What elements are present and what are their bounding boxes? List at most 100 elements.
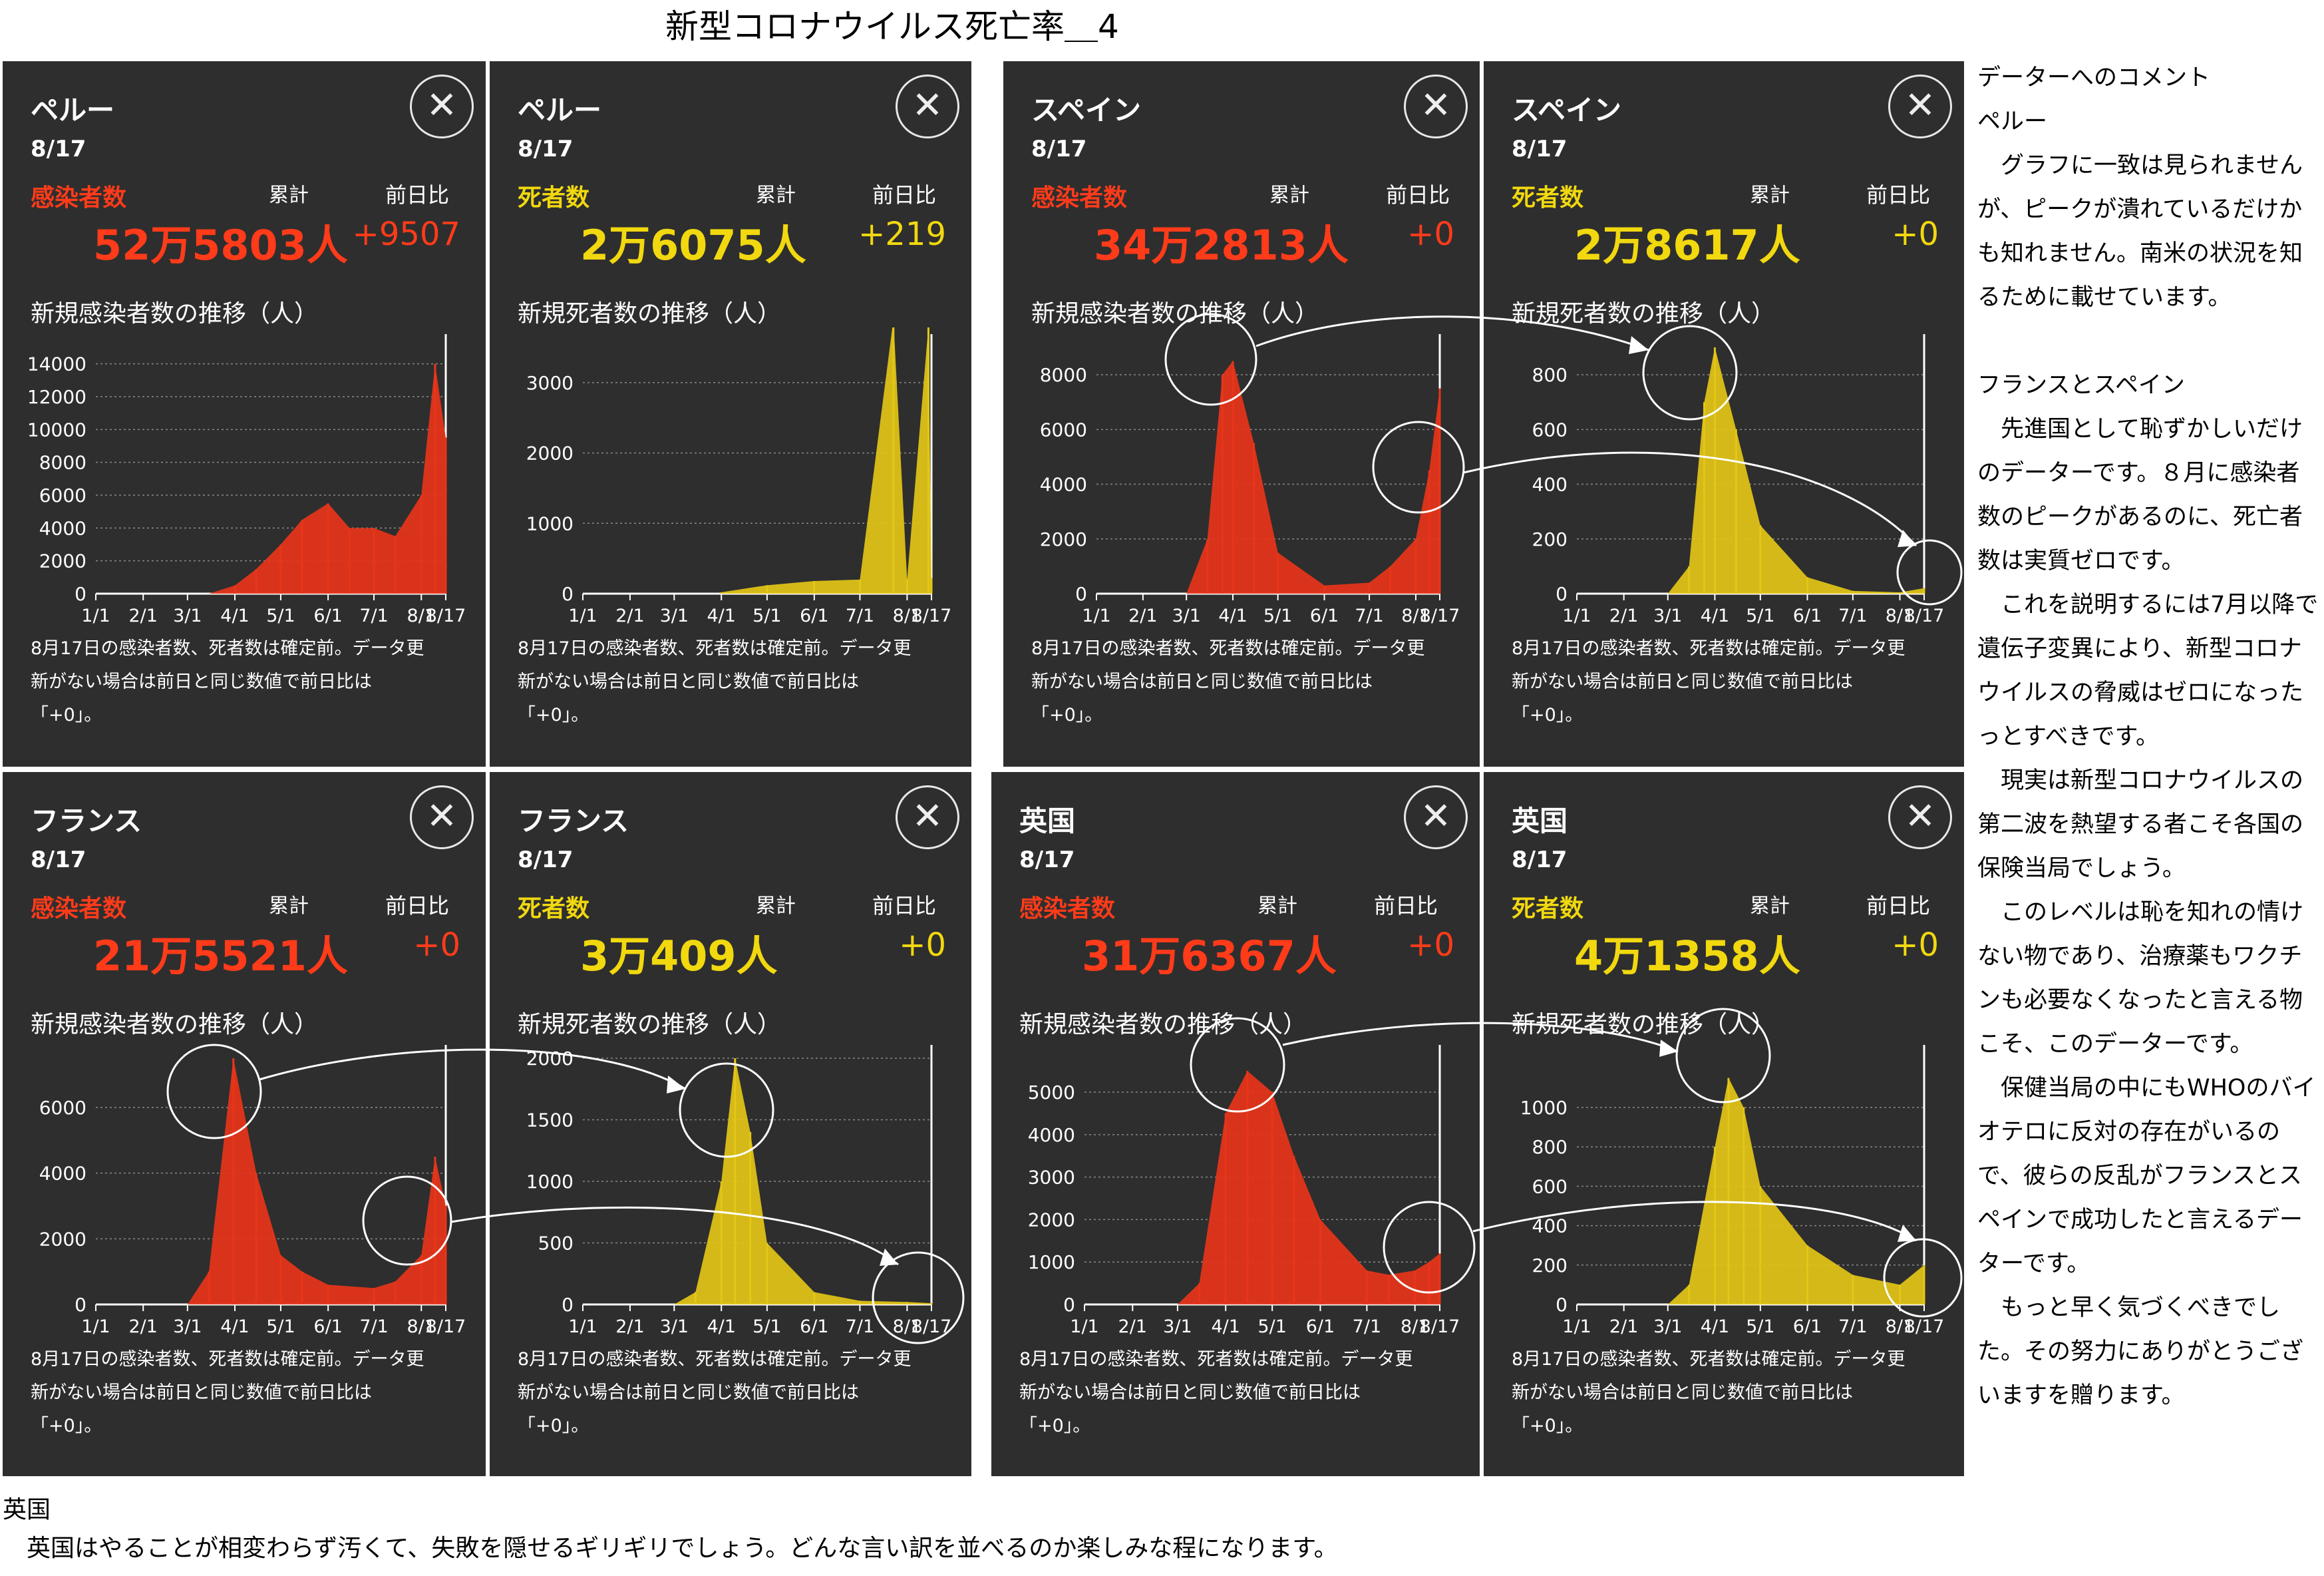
trend-chart: 0 1000 2000 3000 4000 5000 1/1 2/1 3/1 4/1 5/1 6/1 7… — [1028, 1045, 1460, 1337]
comment-france-spain-heading: フランスとスペイン — [1977, 372, 2185, 399]
x-tick-label: 1/1 — [1562, 606, 1591, 626]
y-tick-label: 4000 — [1040, 474, 1087, 496]
footnote-line: 8月17日の感染者数、死者数は確定前。データ更 — [31, 638, 424, 659]
close-icon[interactable]: ✕ — [896, 785, 959, 849]
x-tick-label: 8/1 — [1886, 606, 1914, 626]
y-tick-label: 2000 — [526, 443, 574, 465]
x-tick-label: 1/1 — [1082, 606, 1110, 626]
footnote: 8月17日の感染者数、死者数は確定前。データ更 新がない場合は前日と同じ数値で前日… — [31, 632, 456, 732]
x-tick-label: 1/1 — [81, 606, 110, 626]
y-tick-label: 1000 — [1520, 1097, 1568, 1119]
trend-chart: 0 1000 2000 3000 1/1 2/1 3/1 4/1 5/1 6/1 7/1 8/18/1… — [526, 327, 951, 626]
x-tick-label: 5/1 — [752, 1316, 781, 1337]
comment-paragraph: このレベルは恥を知れの情けない物であり、治療薬もワクチンも必要なくなったと言える… — [1977, 899, 2304, 1058]
footnote-line: 8月17日の感染者数、死者数は確定前。データ更 — [31, 1349, 424, 1370]
comment-paragraph: これを説明するには7月以降で遺伝子変異により、新型コロナウイルスの脅威はゼロにな… — [1977, 592, 2319, 750]
diff-value: +9507 — [352, 216, 460, 253]
x-tick-label: 6/1 — [1306, 1316, 1335, 1337]
close-icon[interactable]: ✕ — [410, 785, 474, 849]
comment-column: データーへのコメント ペルー グラフに一致は見られませんが、ピークが潰れているだ… — [1977, 56, 2322, 1418]
x-tick-label: 8/17 — [426, 606, 466, 626]
diff-label: 前日比 — [1374, 893, 1438, 918]
close-icon[interactable]: ✕ — [410, 75, 474, 138]
comment-peru-text: グラフに一致は見られませんが、ピークが潰れているだけかも知れません。南米の状況を… — [1977, 152, 2303, 311]
cumulative-label: 累計 — [1269, 184, 1309, 207]
trend-title: 新規感染者数の推移（人） — [31, 300, 319, 327]
panel-spain-cases: スペイン ✕ 8/17 感染者数 累計 前日比 34万2813人 +0 新規感染者数の推移（人）… — [1003, 61, 1480, 767]
trend-chart: 0 200 400 600 800 1/1 2/1 3/1 4/1 5/1 6/1 7/1 8/18/1… — [1532, 334, 1944, 626]
footnote-line: 8月17日の感染者数、死者数は確定前。データ更 — [518, 638, 912, 659]
footnote-line: 「+0」。 — [518, 1416, 589, 1436]
comment-paragraph: 保健当局の中にもWHOのバイオテロに反対の存在がいるので、彼らの反乱がフランスと… — [1977, 1075, 2316, 1277]
series-area — [187, 1058, 446, 1304]
close-icon[interactable]: ✕ — [1404, 75, 1468, 138]
trend-title: 新規死者数の推移（人） — [518, 300, 782, 327]
trend-chart: 0 2000 4000 6000 1/1 2/1 3/1 4/1 5/1 6/1 7/1 8/18/1… — [39, 1045, 466, 1337]
y-tick-label: 0 — [1063, 1294, 1075, 1316]
x-tick-label: 8/17 — [1420, 1316, 1460, 1337]
country-name: スペイン — [1512, 94, 1622, 126]
x-tick-label: 1/1 — [1562, 1316, 1591, 1337]
panel-france-deaths: フランス ✕ 8/17 死者数 累計 前日比 3万409人 +0 新規死者数の推移（人） 8月17… — [490, 772, 971, 1476]
series-area — [1667, 1078, 1924, 1304]
footnote-line: 8月17日の感染者数、死者数は確定前。データ更 — [1512, 1349, 1906, 1370]
x-tick-label: 6/1 — [800, 1316, 828, 1337]
footnote-line: 「+0」。 — [1019, 1416, 1091, 1436]
x-tick-label: 7/1 — [1838, 606, 1867, 626]
close-icon[interactable]: ✕ — [896, 75, 959, 138]
y-tick-label: 2000 — [39, 1228, 86, 1250]
x-tick-label: 8/17 — [1904, 1316, 1945, 1337]
y-tick-label: 6000 — [1040, 419, 1087, 441]
x-tick-label: 8/1 — [407, 1316, 436, 1337]
bottom-paragraph: 英国はやることが相変わらず汚くて、失敗を隠せるギリギリでしょう。どんな言い訳を並… — [3, 1535, 1338, 1562]
diff-label: 前日比 — [872, 893, 937, 918]
x-tick-label: 8/1 — [1401, 606, 1430, 626]
close-icon[interactable]: ✕ — [1888, 75, 1952, 138]
diff-label: 前日比 — [1866, 893, 1931, 918]
metric-label: 感染者数 — [1019, 895, 1116, 922]
date-label: 8/17 — [31, 136, 86, 162]
footnote-line: 「+0」。 — [31, 705, 102, 725]
x-tick-label: 8/17 — [912, 1316, 952, 1337]
x-tick-label: 2/1 — [128, 606, 157, 626]
y-tick-label: 5000 — [1028, 1082, 1075, 1103]
x-tick-label: 6/1 — [1793, 606, 1822, 626]
footnote-line: 新がない場合は前日と同じ数値で前日比は — [31, 672, 372, 692]
x-tick-label: 6/1 — [313, 606, 342, 626]
x-tick-label: 7/1 — [846, 606, 874, 626]
total-value: 4万1358人 — [1574, 932, 1800, 980]
diff-label: 前日比 — [872, 182, 937, 208]
cumulative-label: 累計 — [1750, 894, 1790, 918]
metric-label: 感染者数 — [31, 895, 127, 922]
country-name: 英国 — [1019, 805, 1076, 837]
y-tick-label: 2000 — [526, 1048, 574, 1070]
y-tick-label: 0 — [75, 583, 86, 605]
comment-paragraph: もっと早く気づくべきでした。その努力にありがとうございますを贈ります。 — [1977, 1294, 2304, 1409]
x-tick-label: 4/1 — [1211, 1316, 1240, 1337]
footnote-line: 「+0」。 — [518, 705, 589, 725]
x-tick-label: 2/1 — [615, 606, 644, 626]
y-tick-label: 3000 — [526, 372, 574, 394]
footnote: 8月17日の感染者数、死者数は確定前。データ更 新がない場合は前日と同じ数値で前日… — [518, 1343, 943, 1443]
x-tick-label: 2/1 — [1609, 1316, 1638, 1337]
y-tick-label: 600 — [1532, 1175, 1568, 1197]
close-icon[interactable]: ✕ — [1888, 785, 1952, 849]
trend-title: 新規死者数の推移（人） — [1512, 1011, 1776, 1038]
y-tick-label: 200 — [1532, 1255, 1568, 1277]
footnote-line: 新がない場合は前日と同じ数値で前日比は — [518, 672, 859, 692]
date-label: 8/17 — [518, 847, 574, 873]
y-tick-label: 0 — [1075, 583, 1087, 605]
x-tick-label: 6/1 — [1793, 1316, 1822, 1337]
x-tick-label: 2/1 — [1118, 1316, 1147, 1337]
x-tick-label: 8/1 — [407, 606, 436, 626]
panel-uk-deaths: 英国 ✕ 8/17 死者数 累計 前日比 4万1358人 +0 新規死者数の推移（人） 8月17日… — [1484, 772, 1964, 1476]
y-tick-label: 4000 — [1028, 1124, 1075, 1146]
close-icon[interactable]: ✕ — [1404, 785, 1468, 849]
x-tick-label: 3/1 — [1163, 1316, 1192, 1337]
panel-peru-cases: ペルー ✕ 8/17 感染者数 累計 前日比 52万5803人 +9507 新規感染者数の推移（… — [3, 61, 486, 767]
x-tick-label: 8/17 — [426, 1316, 466, 1337]
x-tick-label: 8/1 — [893, 606, 921, 626]
diff-value: +0 — [1407, 216, 1454, 253]
x-tick-label: 3/1 — [1653, 1316, 1682, 1337]
trend-chart: 0 200 400 600 800 1000 1/1 2/1 3/1 4/1 5/1 6/1 7/1 8/… — [1520, 1045, 1945, 1337]
